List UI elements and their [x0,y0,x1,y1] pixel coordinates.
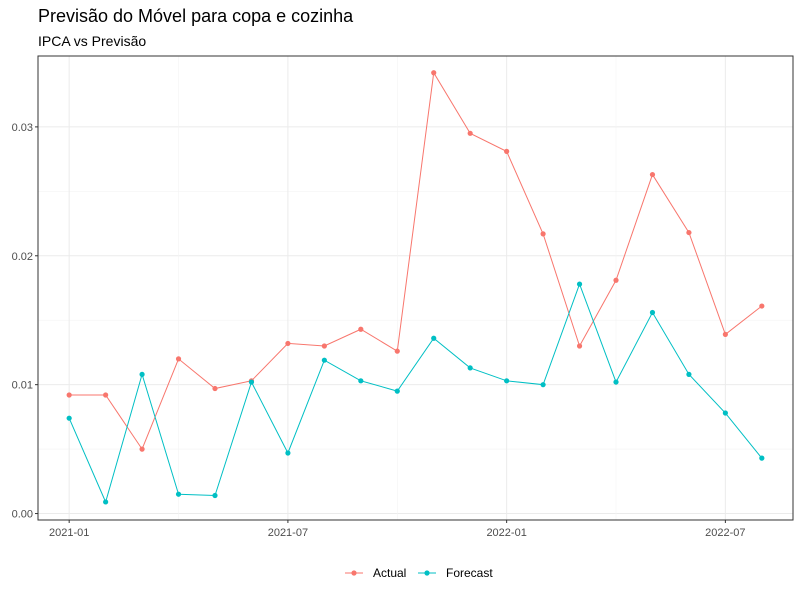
data-point [66,415,72,421]
data-point [722,410,728,416]
data-point [285,450,291,456]
y-tick-label: 0.03 [12,122,33,134]
data-point [431,335,437,341]
data-point [759,303,765,309]
y-tick-label: 0.02 [12,251,33,263]
data-point [358,378,364,384]
data-point [321,357,327,363]
axis-layer: 0.00 0.01 0.02 0.03 2021-01 2021-07 2022-01 202… [12,122,746,539]
data-point [103,392,109,398]
data-point [212,492,218,499]
data-point [540,231,546,237]
data-point [613,379,619,385]
data-point [722,331,728,337]
y-tick-label: 0.00 [12,509,33,521]
data-point [175,491,182,497]
series-line [69,71,763,451]
data-point [431,70,437,76]
data-point [358,326,364,332]
data-point [504,378,510,384]
data-point [394,388,400,394]
chart-subtitle: IPCA vs Previsão [38,33,147,49]
data-point [649,309,656,316]
legend-key-point [424,570,430,576]
legend-label: Actual [373,566,406,580]
data-point [321,343,327,349]
data-point [467,365,473,371]
data-point [103,499,109,505]
chart-title: Previsão do Móvel para copa e cozinha [38,6,354,26]
x-tick-label: 2021-01 [49,527,89,539]
data-point [649,171,656,178]
data-point [175,356,182,362]
data-point [394,348,400,354]
data-point [248,379,255,385]
data-point [212,385,218,392]
data-point [285,340,291,347]
data-point [576,281,583,287]
data-point [613,277,619,283]
data-point [467,130,473,136]
x-tick-label: 2022-01 [486,527,526,539]
legend: Actual Forecast [345,566,493,580]
data-point [686,229,692,236]
data-point [576,343,583,349]
data-point [139,371,145,377]
data-point [686,371,692,377]
legend-key-point [351,570,357,576]
x-tick-label: 2021-07 [268,527,308,539]
legend-label: Forecast [446,566,493,580]
series-layer [66,70,765,505]
x-tick-label: 2022-07 [705,527,745,539]
grid-lines [38,56,793,520]
series-line [68,282,763,504]
data-point [66,392,72,398]
data-point [504,148,510,154]
data-point [759,455,765,461]
plot-panel-border [37,55,794,521]
data-point [139,446,145,452]
y-tick-label: 0.01 [12,380,33,392]
data-point [540,382,546,388]
